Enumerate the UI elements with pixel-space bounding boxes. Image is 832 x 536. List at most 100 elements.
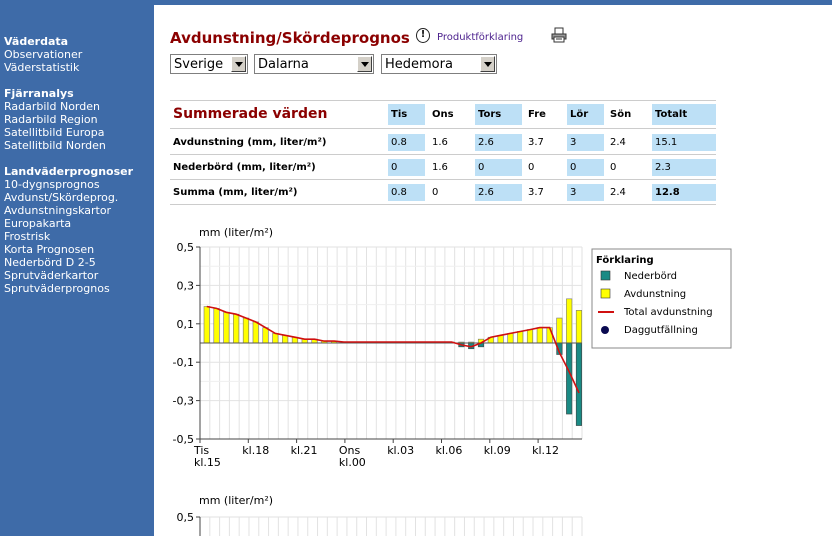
nav-item-europakarta[interactable]: Europakarta	[4, 217, 72, 230]
nav-item-vaderstatistik[interactable]: Väderstatistik	[4, 61, 80, 74]
table-cell: 3.7	[528, 187, 544, 198]
product-explanation-link[interactable]: Produktförklaring	[437, 32, 524, 43]
chevron-down-icon[interactable]	[231, 56, 246, 72]
precipitation-bar	[575, 342, 583, 426]
evaporation-bar	[233, 313, 240, 344]
evaporation-bar	[546, 327, 553, 344]
country-select[interactable]: Sverige	[170, 54, 248, 74]
evaporation-bar	[566, 298, 573, 344]
nav-item-radarbild-norden[interactable]: Radarbild Norden	[4, 100, 100, 113]
table-cell: 12.8	[652, 184, 716, 201]
table-cell: 1.6	[432, 162, 448, 173]
table-cell: 2.4	[610, 187, 626, 198]
nav-group-landvaderprognoser: Landväderprognoser 10-dygnsprognos Avdun…	[4, 165, 133, 295]
nav-item-satellitbild-norden[interactable]: Satellitbild Norden	[4, 139, 106, 152]
evaporation-bar	[203, 306, 210, 344]
y-tick-label: 0,5	[177, 241, 195, 254]
col-header-lor: Lör	[567, 104, 604, 125]
nav-item-nederbord-d2-5[interactable]: Nederbörd D 2-5	[4, 256, 96, 269]
evaporation-bar	[556, 317, 563, 344]
x-tick-label: kl.03	[387, 444, 414, 457]
table-cell: 0.8	[388, 134, 425, 151]
nav-group-fjarranalys: Fjärranalys Radarbild Norden Radarbild R…	[4, 87, 106, 152]
y-axis-label: mm (liter/m²)	[199, 494, 273, 507]
legend-item-label: Total avdunstning	[623, 307, 713, 318]
place-select-value: Hedemora	[385, 57, 453, 72]
main-content: Avdunstning/Skördeprognos ! Produktförkl…	[154, 0, 832, 536]
evaporation-bar	[272, 333, 279, 344]
x-tick-label: kl.21	[291, 444, 318, 457]
y-tick-label: 0,3	[177, 279, 195, 292]
nav-heading-fjarranalys: Fjärranalys	[4, 87, 74, 100]
row-label-summa: Summa (mm, liter/m²)	[173, 187, 298, 198]
nav-item-10-dygnsprognos[interactable]: 10-dygnsprognos	[4, 178, 100, 191]
evaporation-bar	[262, 327, 269, 344]
top-bar	[0, 0, 832, 5]
chevron-down-icon[interactable]	[480, 56, 495, 72]
info-circle-icon[interactable]: !	[416, 28, 430, 43]
table-cell: 2.4	[610, 137, 626, 148]
evaporation-bar	[242, 317, 249, 344]
col-header-tis: Tis	[388, 104, 425, 125]
table-cell: 3.7	[528, 137, 544, 148]
y-tick-label: -0,1	[173, 356, 194, 369]
evaporation-bar	[223, 311, 230, 344]
table-cell: 0	[567, 159, 604, 176]
nav-item-korta-prognosen[interactable]: Korta Prognosen	[4, 243, 95, 256]
x-tick-label: Tis	[193, 444, 209, 457]
nav-item-avdunstningskartor[interactable]: Avdunstningskartor	[4, 204, 112, 217]
y-axis-label: mm (liter/m²)	[199, 226, 273, 239]
x-tick-label: Ons	[339, 444, 361, 457]
page-title: Avdunstning/Skördeprognos	[170, 29, 410, 47]
y-tick-label: 0,5	[177, 511, 195, 524]
legend-swatch-precipitation	[600, 270, 611, 281]
nav-group-vaderdata: Väderdata Observationer Väderstatistik	[4, 35, 82, 74]
divider	[170, 128, 716, 129]
table-cell: 0	[475, 159, 522, 176]
table-cell: 3	[567, 134, 604, 151]
nav-item-observationer[interactable]: Observationer	[4, 48, 83, 61]
y-tick-label: -0,5	[173, 433, 194, 446]
table-cell: 15.1	[652, 134, 716, 151]
legend-item-label: Daggutfällning	[624, 325, 698, 336]
sidebar-banner: ˈ ˈ ˈ	[0, 0, 154, 9]
printer-icon[interactable]	[551, 27, 567, 43]
evaporation-bar	[507, 333, 514, 344]
col-header-son: Sön	[610, 109, 632, 120]
sidebar: ˈ ˈ ˈ Väderdata Observationer Väderstati…	[0, 0, 154, 536]
legend-swatch-dew	[601, 326, 609, 334]
nav-item-frostrisk[interactable]: Frostrisk	[4, 230, 51, 243]
total-evaporation-line	[206, 305, 580, 394]
table-cell: 2.6	[475, 184, 522, 201]
second-chart: mm (liter/m²) 0,5	[177, 494, 583, 536]
divider	[170, 179, 716, 180]
nav-item-radarbild-region[interactable]: Radarbild Region	[4, 113, 98, 126]
banner-text: ˈ ˈ ˈ	[38, 0, 61, 8]
nav-item-satellitbild-europa[interactable]: Satellitbild Europa	[4, 126, 105, 139]
x-tick-label: kl.09	[484, 444, 511, 457]
nav-item-sprutvaderprognos[interactable]: Sprutväderprognos	[4, 282, 110, 295]
divider	[170, 100, 716, 101]
table-cell: 0.8	[388, 184, 425, 201]
region-select[interactable]: Dalarna	[254, 54, 374, 74]
col-header-fre: Fre	[528, 109, 546, 120]
place-select[interactable]: Hedemora	[381, 54, 497, 74]
nav-item-sprutvaderkartor[interactable]: Sprutväderkartor	[4, 269, 99, 282]
table-cell: 2.3	[652, 159, 716, 176]
evaporation-chart: mm (liter/m²)0,50,30,1-0,1-0,3-0,5Tiskl.…	[173, 226, 732, 469]
country-select-value: Sverige	[174, 57, 224, 72]
x-tick-label: kl.18	[242, 444, 269, 457]
chevron-down-icon[interactable]	[357, 56, 372, 72]
region-select-value: Dalarna	[258, 57, 309, 72]
legend-item-label: Avdunstning	[624, 289, 686, 300]
x-tick-label: kl.12	[532, 444, 559, 457]
table-cell: 0	[610, 162, 617, 173]
table-cell: 0	[528, 162, 535, 173]
evaporation-bar	[213, 308, 220, 344]
row-label-nederbord: Nederbörd (mm, liter/m²)	[173, 162, 316, 173]
nav-heading-landvaderprognoser: Landväderprognoser	[4, 165, 134, 178]
nav-item-avdunst-skordeprog[interactable]: Avdunst/Skördeprog.	[4, 191, 119, 204]
table-cell: 1.6	[432, 137, 448, 148]
evaporation-bar	[526, 329, 534, 344]
y-tick-label: 0,1	[177, 318, 195, 331]
